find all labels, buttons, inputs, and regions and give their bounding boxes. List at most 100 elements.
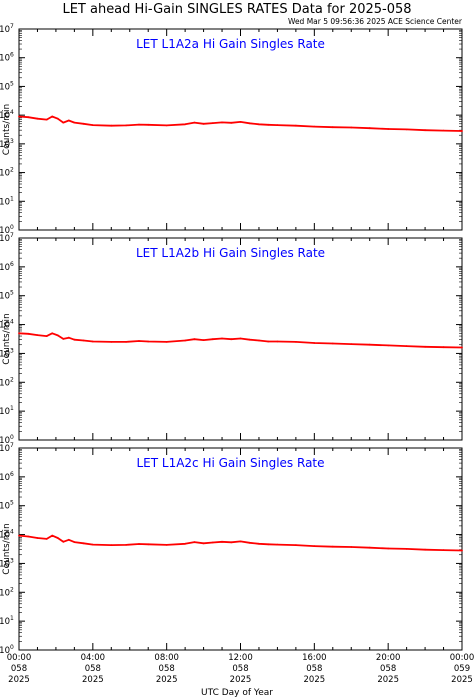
y-tick-label: 10: [0, 444, 10, 454]
y-tick-exponent: 3: [10, 347, 14, 354]
data-point: [110, 124, 113, 127]
data-point: [110, 544, 113, 546]
y-tick-label: 10: [0, 473, 10, 483]
y-tick-label: 10: [0, 378, 10, 388]
data-point: [258, 542, 260, 545]
data-point: [82, 339, 85, 342]
x-tick-label: 2025: [230, 675, 252, 685]
data-point: [368, 546, 371, 549]
data-point: [125, 544, 127, 546]
y-tick-label: 10: [0, 502, 10, 512]
data-point: [211, 122, 214, 124]
data-point: [18, 332, 20, 335]
y-tick-exponent: 6: [10, 261, 14, 268]
y-tick-exponent: 6: [10, 471, 14, 478]
x-tick-label: 00:00: [450, 653, 475, 663]
data-point: [424, 548, 426, 551]
y-tick-label: 10: [0, 234, 10, 244]
data-point: [91, 543, 94, 546]
y-tick-label: 10: [0, 292, 10, 302]
data-point: [368, 343, 371, 346]
data-point: [27, 332, 30, 335]
y-axis-label: Counts/min: [2, 523, 12, 574]
panel-title: LET L1A2a Hi Gain Singles Rate: [136, 37, 325, 51]
y-axis-label: Counts/min: [2, 104, 12, 155]
data-point: [248, 541, 251, 544]
y-tick-exponent: 7: [10, 442, 14, 449]
data-point: [258, 339, 260, 342]
data-point: [202, 122, 205, 125]
data-point: [331, 342, 334, 345]
data-point: [45, 118, 48, 121]
data-point: [258, 123, 260, 126]
y-tick-label: 10: [0, 111, 10, 121]
data-point: [62, 540, 65, 543]
y-tick-exponent: 3: [10, 557, 14, 564]
series-line: [18, 332, 463, 349]
data-point: [45, 335, 48, 337]
data-point: [51, 534, 54, 537]
data-point: [45, 538, 48, 540]
y-tick-exponent: 5: [10, 290, 14, 297]
x-tick-label: 059: [454, 664, 470, 674]
data-point: [221, 121, 223, 124]
data-point: [193, 121, 196, 124]
data-point: [184, 123, 187, 126]
data-point: [147, 123, 150, 126]
x-tick-label: 058: [380, 664, 396, 674]
data-point: [267, 123, 270, 126]
data-point: [18, 115, 20, 118]
data-point: [387, 344, 390, 347]
x-tick-label: 058: [232, 664, 248, 674]
data-point: [82, 122, 85, 125]
data-point: [350, 343, 353, 345]
x-tick-label: 04:00: [81, 653, 106, 663]
data-point: [230, 121, 233, 124]
data-point: [295, 544, 297, 546]
data-point: [165, 124, 168, 127]
data-point: [211, 541, 214, 544]
data-point: [211, 338, 214, 341]
data-point: [461, 130, 463, 132]
y-tick-label: 10: [0, 588, 10, 598]
y-tick-exponent: 4: [10, 319, 14, 326]
x-tick-label: 058: [85, 664, 101, 674]
x-tick-label: 12:00: [228, 653, 253, 663]
panel-title: LET L1A2c Hi Gain Singles Rate: [136, 456, 324, 470]
y-tick-exponent: 3: [10, 138, 14, 145]
y-tick-exponent: 2: [10, 376, 14, 383]
y-tick-exponent: 5: [10, 500, 14, 507]
data-point: [27, 535, 30, 538]
data-point: [67, 119, 70, 122]
y-tick-label: 10: [0, 25, 10, 35]
y-tick-label: 10: [0, 559, 10, 569]
data-point: [295, 341, 297, 343]
data-point: [27, 116, 30, 119]
data-point: [184, 542, 187, 545]
panel-title: LET L1A2b Hi Gain Singles Rate: [136, 246, 325, 260]
data-point: [62, 338, 65, 340]
data-point: [147, 543, 150, 546]
x-tick-label: 08:00: [154, 653, 179, 663]
y-tick-exponent: 1: [10, 195, 14, 202]
data-point: [424, 129, 426, 132]
y-tick-exponent: 4: [10, 529, 14, 536]
y-tick-exponent: 7: [10, 23, 14, 30]
data-point: [36, 334, 39, 336]
data-point: [276, 543, 279, 546]
y-tick-exponent: 5: [10, 80, 14, 87]
data-point: [56, 537, 59, 539]
data-point: [193, 338, 196, 341]
y-tick-label: 10: [0, 349, 10, 359]
series-line: [18, 115, 463, 132]
data-point: [331, 126, 334, 129]
y-tick-label: 10: [0, 82, 10, 92]
data-point: [56, 334, 59, 337]
data-point: [239, 540, 242, 543]
series-line: [18, 534, 463, 552]
data-point: [424, 345, 426, 348]
data-point: [221, 540, 223, 543]
data-point: [461, 346, 463, 349]
